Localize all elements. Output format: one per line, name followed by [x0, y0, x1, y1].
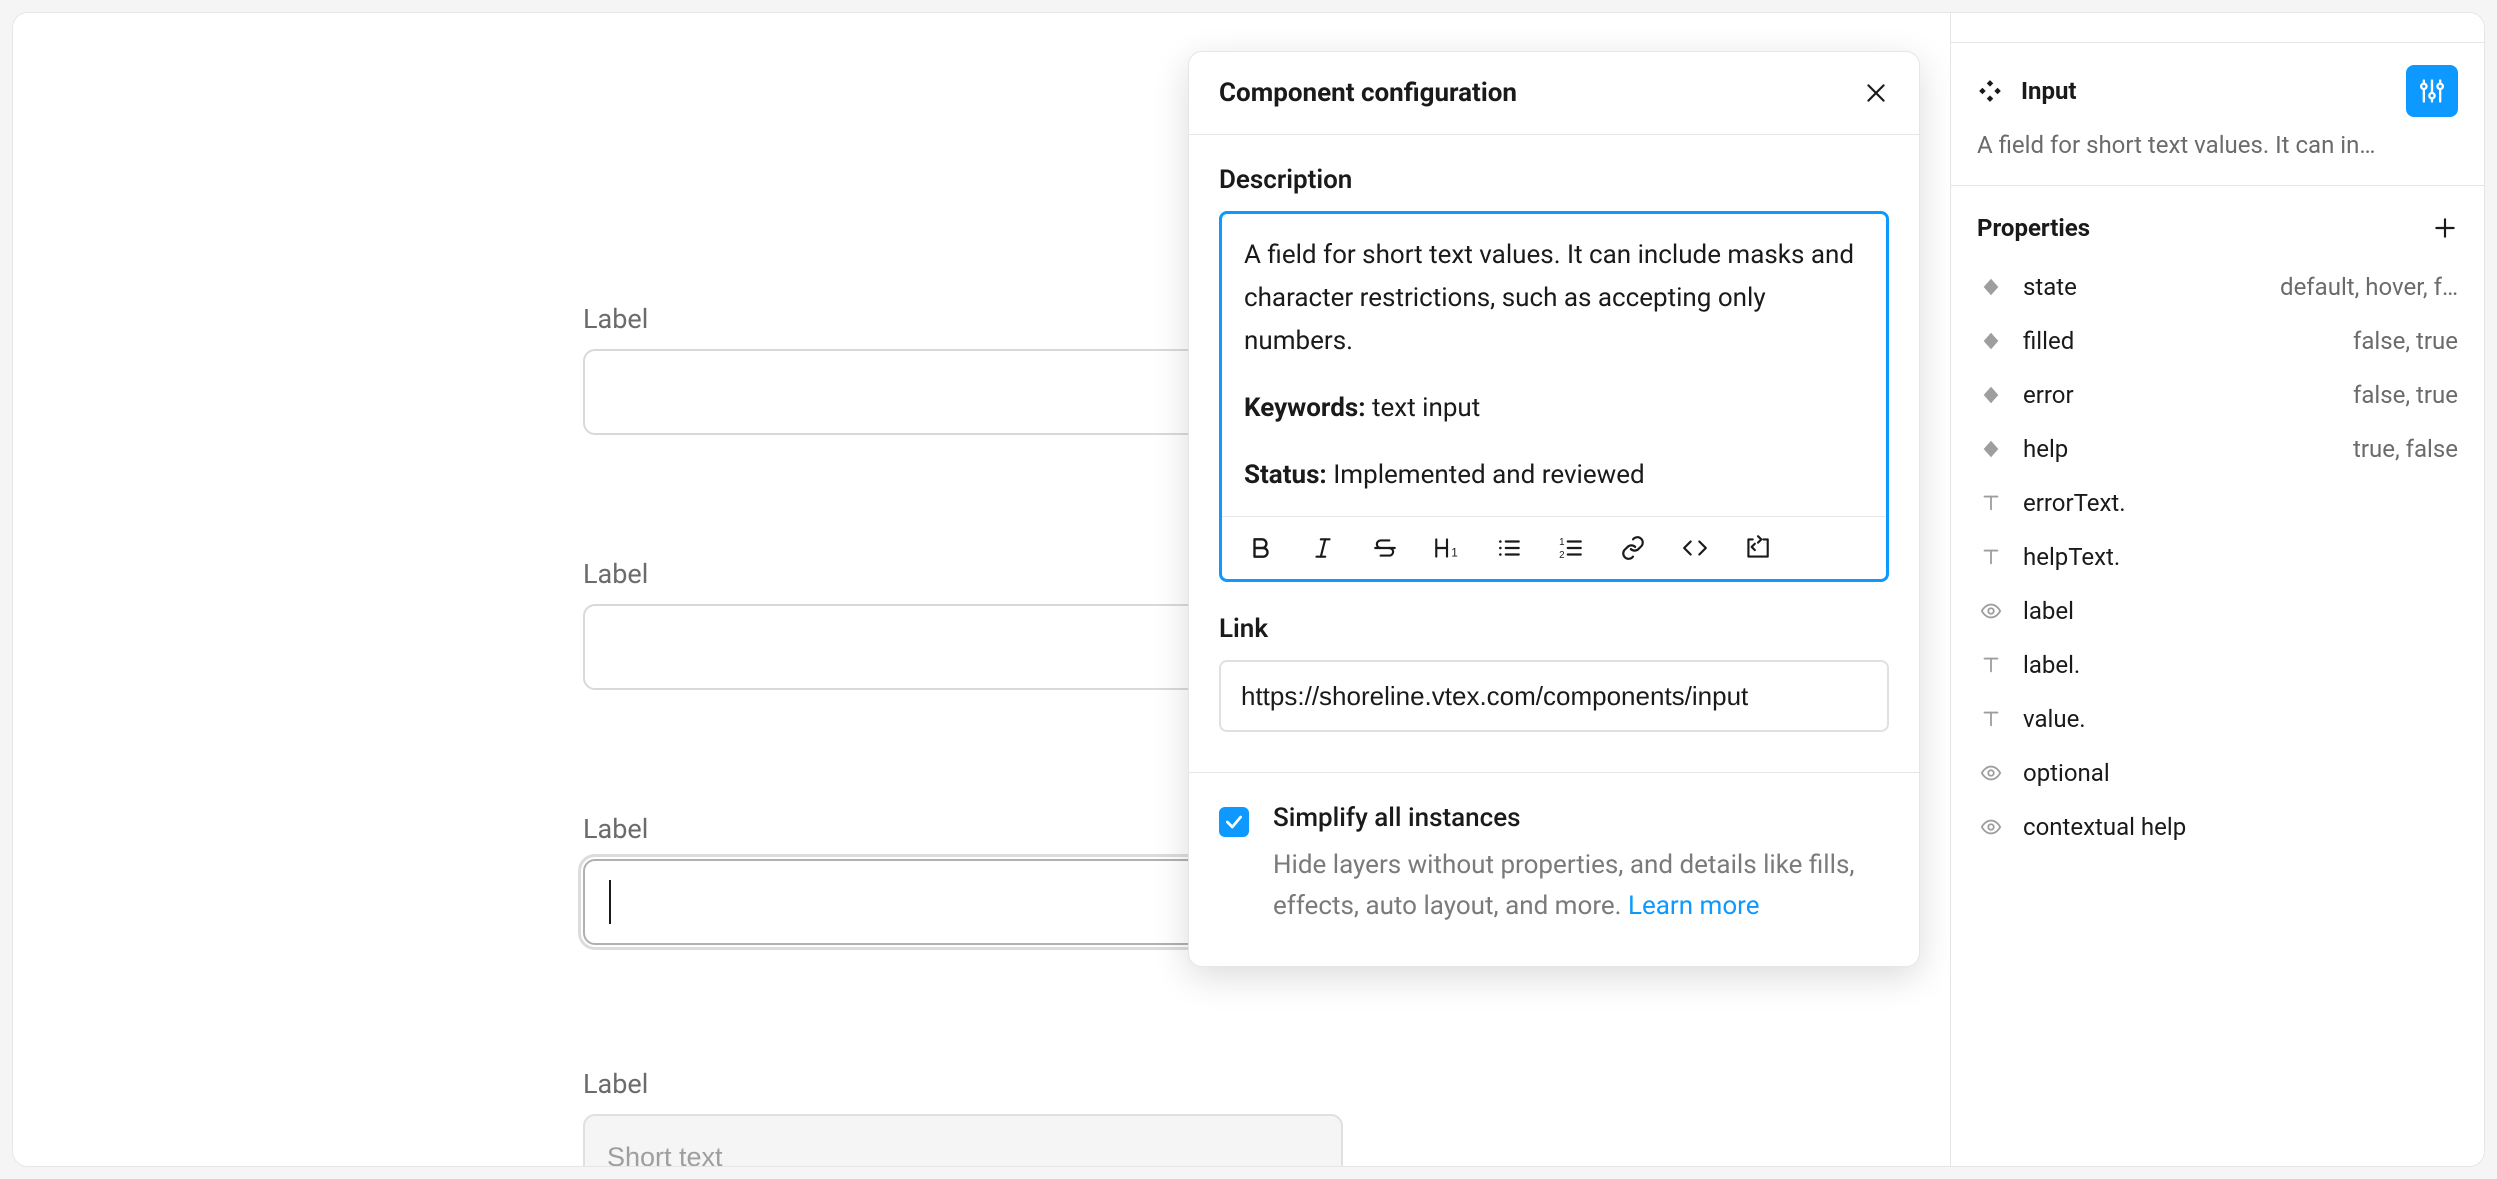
bold-button[interactable] [1244, 531, 1278, 565]
heading-button[interactable]: 1 [1430, 531, 1464, 565]
italic-button[interactable] [1306, 531, 1340, 565]
svg-text:1: 1 [1451, 547, 1458, 560]
property-type-icon [1977, 759, 2005, 787]
popover-footer: Simplify all instances Hide layers witho… [1189, 772, 1919, 966]
property-values: default, hover, f… [2280, 273, 2458, 301]
property-row[interactable]: state default, hover, f… [1965, 260, 2470, 314]
properties-sidebar: Input A field for short text values. It … [1950, 13, 2484, 1166]
properties-list: state default, hover, f… filled false, true… [1951, 260, 2484, 874]
description-main: A field for short text values. It can in… [1244, 234, 1864, 363]
description-keywords: Keywords: text input [1244, 387, 1864, 430]
property-type-icon [1977, 489, 2005, 517]
text-caret [609, 880, 611, 924]
property-name: contextual help [2023, 813, 2186, 841]
popover-header: Component configuration [1189, 52, 1919, 135]
property-type-icon [1977, 543, 2005, 571]
property-type-icon [1977, 651, 2005, 679]
popover-title: Component configuration [1219, 78, 1517, 108]
component-icon [1977, 78, 2003, 104]
property-row[interactable]: contextual help [1965, 800, 2470, 854]
property-name: label. [2023, 651, 2153, 679]
simplify-content: Simplify all instances Hide layers witho… [1273, 803, 1889, 926]
ordered-list-button[interactable]: 12 [1554, 531, 1588, 565]
property-row[interactable]: help true, false [1965, 422, 2470, 476]
unordered-list-button[interactable] [1492, 531, 1526, 565]
property-name: help [2023, 435, 2153, 463]
property-type-icon [1977, 813, 2005, 841]
simplify-checkbox[interactable] [1219, 807, 1249, 837]
app-frame: Label Label Label Label [12, 12, 2485, 1167]
property-name: error [2023, 381, 2153, 409]
simplify-help: Hide layers without properties, and deta… [1273, 845, 1889, 926]
property-row[interactable]: filled false, true [1965, 314, 2470, 368]
close-button[interactable] [1863, 80, 1889, 106]
sidebar-top-strip [1951, 13, 2484, 43]
text-input-disabled[interactable] [583, 1114, 1343, 1167]
input-field-group: Label [583, 1068, 1343, 1167]
svg-text:2: 2 [1559, 550, 1564, 561]
description-label: Description [1219, 165, 1889, 195]
component-config-popover: Component configuration Description A fi… [1188, 51, 1920, 967]
codeblock-button[interactable] [1740, 531, 1774, 565]
property-type-icon [1977, 273, 2005, 301]
property-name: label [2023, 597, 2153, 625]
link-input[interactable] [1219, 660, 1889, 732]
svg-text:1: 1 [1559, 537, 1564, 548]
property-name: state [2023, 273, 2153, 301]
property-type-icon [1977, 597, 2005, 625]
editor-toolbar: 1 12 [1222, 516, 1886, 579]
link-label: Link [1219, 614, 1889, 644]
component-description: A field for short text values. It can in… [1951, 131, 2484, 186]
property-values: true, false [2353, 435, 2458, 463]
property-row[interactable]: label [1965, 584, 2470, 638]
field-label: Label [583, 1068, 1343, 1100]
property-name: optional [2023, 759, 2153, 787]
property-type-icon [1977, 435, 2005, 463]
strikethrough-button[interactable] [1368, 531, 1402, 565]
property-name: filled [2023, 327, 2153, 355]
property-values: false, true [2353, 327, 2458, 355]
add-property-button[interactable] [2432, 215, 2458, 241]
sidebar-header: Input [1951, 43, 2484, 131]
link-button[interactable] [1616, 531, 1650, 565]
properties-section-header: Properties [1951, 186, 2484, 260]
description-status: Status: Implemented and reviewed [1244, 454, 1864, 497]
popover-body: Description A field for short text value… [1189, 135, 1919, 742]
property-row[interactable]: errorText. [1965, 476, 2470, 530]
description-text[interactable]: A field for short text values. It can in… [1222, 214, 1886, 516]
property-type-icon [1977, 705, 2005, 733]
description-editor[interactable]: A field for short text values. It can in… [1219, 211, 1889, 582]
property-name: errorText. [2023, 489, 2153, 517]
property-row[interactable]: optional [1965, 746, 2470, 800]
property-type-icon [1977, 381, 2005, 409]
property-values: false, true [2353, 381, 2458, 409]
property-row[interactable]: helpText. [1965, 530, 2470, 584]
properties-title: Properties [1977, 214, 2090, 242]
simplify-label: Simplify all instances [1273, 803, 1889, 833]
property-row[interactable]: value. [1965, 692, 2470, 746]
property-row[interactable]: error false, true [1965, 368, 2470, 422]
simplify-row: Simplify all instances Hide layers witho… [1219, 803, 1889, 926]
property-row[interactable]: label. [1965, 638, 2470, 692]
property-name: value. [2023, 705, 2153, 733]
learn-more-link[interactable]: Learn more [1628, 891, 1760, 921]
component-settings-button[interactable] [2406, 65, 2458, 117]
property-type-icon [1977, 327, 2005, 355]
code-button[interactable] [1678, 531, 1712, 565]
component-name: Input [2021, 77, 2388, 105]
property-name: helpText. [2023, 543, 2153, 571]
